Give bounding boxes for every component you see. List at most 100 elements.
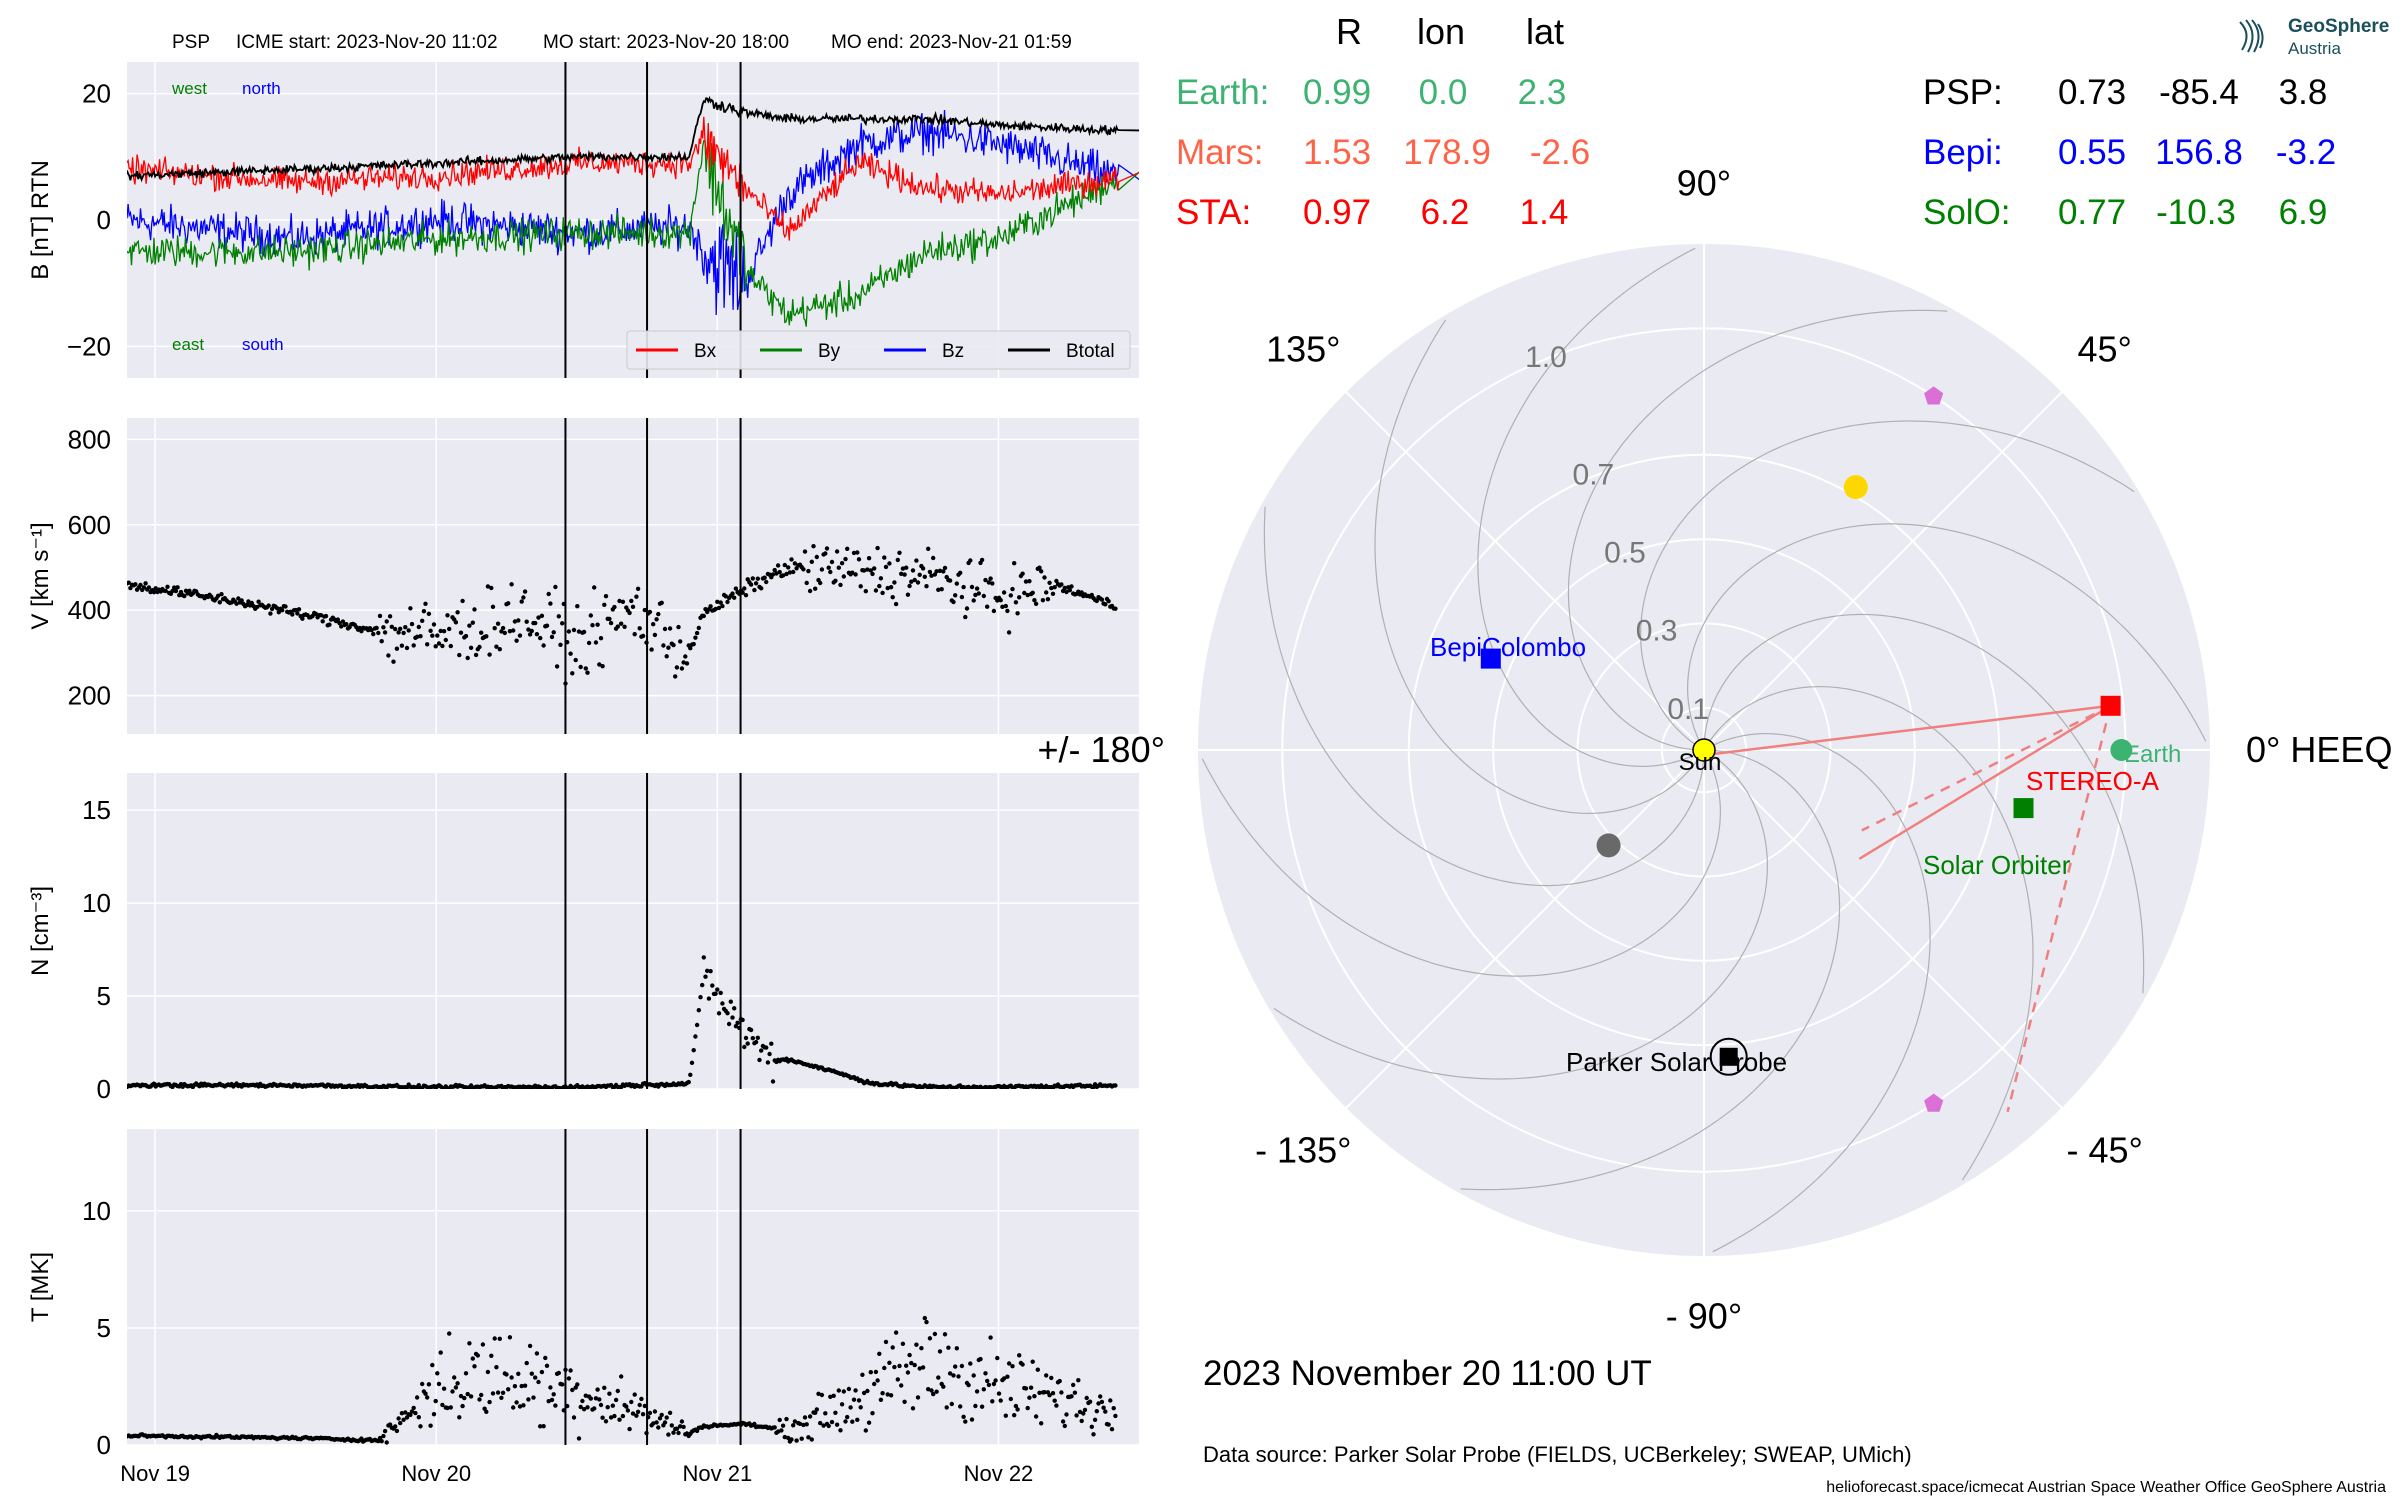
v-data-point	[732, 595, 737, 600]
t-data-point	[1209, 1428, 1213, 1432]
v-data-point	[858, 584, 863, 589]
t-data-point	[772, 1425, 777, 1430]
t-data-point	[1096, 1401, 1101, 1406]
t-data-point	[403, 1410, 408, 1415]
v-data-point	[1201, 614, 1205, 618]
t-data-point	[956, 1374, 961, 1379]
t-data-point	[1020, 1362, 1025, 1367]
v-data-point	[313, 611, 319, 617]
v-data-point	[473, 652, 479, 658]
v-data-point	[708, 604, 713, 609]
n-data-point	[750, 1036, 755, 1041]
v-data-point	[851, 550, 857, 556]
v-data-point	[753, 581, 759, 586]
v-data-point	[630, 604, 636, 609]
t-data-point	[1028, 1385, 1034, 1390]
v-data-point	[1191, 619, 1195, 623]
n-data-point	[726, 1021, 732, 1027]
row-r-bepi: 0.55	[2058, 133, 2126, 172]
n-data-point	[701, 955, 706, 960]
t-data-point	[841, 1389, 846, 1394]
v-data-point	[369, 627, 374, 633]
west-annotation: west	[171, 79, 207, 98]
t-data-point	[624, 1404, 629, 1409]
radial-tick-label: 1.0	[1525, 341, 1567, 374]
v-data-point	[1157, 610, 1161, 614]
y-tick-label: 200	[68, 681, 111, 711]
t-data-point	[470, 1356, 475, 1361]
t-data-point	[983, 1371, 988, 1376]
v-data-point	[603, 594, 609, 599]
v-data-point	[954, 581, 959, 586]
speed-y-ticks: 800 600 400 200	[68, 424, 111, 710]
t-data-point	[588, 1396, 593, 1401]
t-data-point	[423, 1391, 428, 1396]
n-data-point	[700, 982, 705, 988]
t-data-point	[1204, 1425, 1208, 1429]
t-data-point	[413, 1410, 418, 1416]
t-data-point	[479, 1392, 484, 1398]
v-data-point	[853, 572, 858, 577]
t-data-point	[831, 1393, 836, 1399]
v-data-point	[497, 647, 502, 652]
t-data-point	[654, 1420, 659, 1425]
v-data-point	[743, 593, 749, 598]
v-data-point	[806, 568, 811, 574]
row-name-earth: Earth:	[1176, 73, 1269, 112]
t-data-point	[1159, 1424, 1163, 1428]
v-data-point	[344, 622, 349, 627]
n-data-point	[1193, 1086, 1197, 1090]
v-data-point	[133, 582, 138, 587]
row-lon-earth: 0.0	[1419, 73, 1468, 112]
v-data-point	[713, 606, 718, 612]
t-data-point	[858, 1405, 863, 1410]
v-data-point	[588, 613, 593, 618]
v-data-point	[581, 629, 587, 635]
v-data-point	[318, 613, 324, 618]
v-data-point	[809, 559, 814, 564]
v-data-point	[327, 622, 332, 627]
t-data-point	[1037, 1390, 1042, 1396]
v-data-point	[863, 589, 868, 594]
t-data-point	[981, 1387, 986, 1392]
n-data-point	[1194, 1085, 1198, 1089]
t-data-point	[877, 1351, 882, 1357]
t-data-point	[1231, 1431, 1235, 1435]
v-data-point	[947, 578, 953, 583]
v-data-point	[1162, 615, 1166, 619]
radial-tick-label: 0.5	[1604, 537, 1646, 570]
v-data-point	[801, 567, 806, 572]
n-data-point	[767, 1051, 772, 1057]
n-data-point	[745, 1041, 750, 1046]
t-data-point	[485, 1369, 491, 1375]
v-data-point	[457, 652, 462, 658]
mo-end-label: MO end: 2023-Nov-21 01:59	[831, 32, 1072, 53]
n-data-point	[1172, 1084, 1176, 1088]
v-data-point	[593, 640, 599, 645]
n-data-point	[713, 991, 718, 996]
v-data-point	[725, 599, 730, 605]
n-data-point	[1155, 1084, 1159, 1088]
t-data-point	[1082, 1407, 1088, 1413]
t-data-point	[845, 1414, 850, 1420]
t-data-point	[1054, 1403, 1059, 1408]
angle-label: 90°	[1677, 162, 1731, 203]
temperature-event-markers	[564, 1129, 742, 1445]
v-data-point	[387, 614, 393, 619]
parker-spiral	[1703, 613, 2145, 994]
n-data-point	[753, 1039, 759, 1045]
v-data-point	[1193, 613, 1197, 617]
t-data-point	[524, 1360, 529, 1366]
v-data-point	[507, 629, 513, 634]
v-data-point	[379, 639, 384, 644]
t-data-point	[600, 1415, 605, 1420]
t-data-point	[855, 1417, 860, 1423]
t-data-point	[669, 1423, 674, 1428]
t-data-point	[791, 1423, 796, 1428]
row-lat-sta: 1.4	[1520, 193, 1569, 232]
angle-label: +/- 180°	[1038, 729, 1165, 770]
n-data-point	[1226, 1086, 1230, 1090]
v-data-point	[802, 549, 808, 554]
v-data-point	[855, 550, 860, 555]
t-data-point	[1113, 1413, 1118, 1419]
